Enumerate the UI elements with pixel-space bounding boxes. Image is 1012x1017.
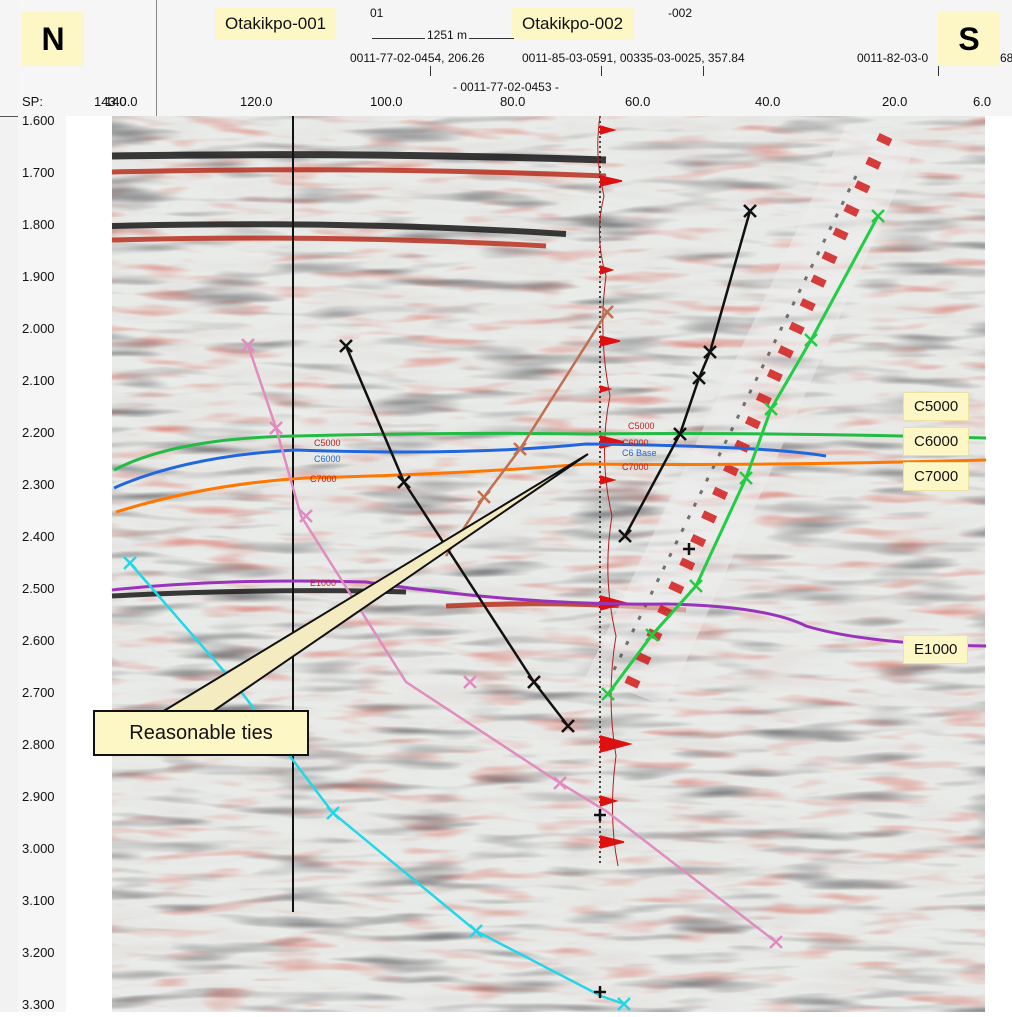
horizon-e1000 (111, 579, 987, 648)
tie-label-d: - 0011-77-02-0453 - (453, 80, 559, 94)
time-axis: 1.600 1.700 1.800 1.900 2.000 2.100 2.20… (18, 113, 67, 1012)
south-indicator: S (938, 12, 1000, 66)
time-tick-label: 2.300 (22, 477, 55, 492)
inline-c6000-label: C6000 (314, 454, 341, 464)
tie-tick (601, 66, 602, 76)
horizon-c5000 (113, 431, 987, 472)
time-tick-label: 3.100 (22, 893, 55, 908)
time-tick-label: 2.900 (22, 789, 55, 804)
header-cut-text-2: -002 (668, 6, 693, 20)
inclined-well-panel (586, 126, 916, 706)
sp-tick-label: 6.0 (973, 94, 992, 109)
tie-label-c: 0011-82-03-0 (857, 51, 929, 65)
seismic-canvas: C5000 C6000 C7000 E1000 C5000 C6000 C6 B… (111, 115, 987, 1012)
sp-tick-label: 120.0 (240, 94, 273, 109)
time-tick-label: 2.100 (22, 373, 55, 388)
black-tie-line-left (344, 345, 569, 727)
time-tick-label: 1.900 (22, 269, 55, 284)
time-tick-label: 1.600 (22, 113, 55, 128)
sp-tick-label: 60.0 (625, 94, 651, 109)
time-tick-label: 2.200 (22, 425, 55, 440)
section-header: N SP: 143.0 140.0 01 -002 Otakikpo-001 O… (0, 0, 1012, 117)
horizon-label-c5000: C5000 (903, 392, 970, 421)
cyan-tie-line (129, 562, 625, 1006)
tie-label-c-end: 68 (1000, 51, 1012, 65)
inline-c5000-label: C5000 (314, 438, 341, 448)
time-tick-label: 2.600 (22, 633, 55, 648)
horizon-label-e1000: E1000 (903, 635, 969, 664)
time-tick-label: 3.000 (22, 841, 55, 856)
horizon-inline-labels: C5000 C6000 C7000 E1000 C5000 C6000 C6 B… (310, 421, 657, 588)
header-cut-text-1: 01 (370, 6, 384, 20)
time-tick-label: 2.500 (22, 581, 55, 596)
inline-c7000-label: C7000 (310, 474, 337, 484)
brown-tie-line (444, 311, 609, 557)
sp-tick-label: 20.0 (882, 94, 908, 109)
sp-second-value: 140.0 (105, 94, 138, 109)
sp-tick-label: 80.0 (500, 94, 526, 109)
time-tick-label: 3.200 (22, 945, 55, 960)
time-tick-label: 2.800 (22, 737, 55, 752)
time-tick-label: 1.700 (22, 165, 55, 180)
tie-tick (703, 66, 704, 76)
well-tag-otakikpo-002[interactable]: Otakikpo-002 (512, 8, 634, 40)
inline-e1000-label: E1000 (310, 578, 336, 588)
time-tick-label: 1.800 (22, 217, 55, 232)
inline-c5000-label: C5000 (628, 421, 655, 431)
reasonable-ties-callout: Reasonable ties (93, 710, 309, 756)
north-indicator: N (22, 12, 84, 66)
well-tag-otakikpo-001[interactable]: Otakikpo-001 (215, 8, 337, 40)
inline-c6-base-label: C6 Base (622, 448, 657, 458)
tie-label-b: 0011-85-03-0591, 00335-03-0025, 357.84 (522, 51, 745, 65)
well-log-trace (597, 115, 633, 867)
sp-first-value: 143.0 (94, 94, 127, 109)
tie-tick (430, 66, 431, 76)
distance-label: 1251 m (425, 28, 470, 42)
header-corner: N SP: 143.0 (18, 0, 157, 116)
time-tick-label: 2.700 (22, 685, 55, 700)
time-tick-label: 2.000 (22, 321, 55, 336)
sp-tick-label: 100.0 (370, 94, 403, 109)
horizon-c6000 (113, 442, 827, 490)
tie-tick (938, 66, 939, 76)
tie-label-a: 0011-77-02-0454, 206.26 (350, 51, 485, 65)
horizon-c7000 (115, 458, 987, 514)
time-tick-label: 2.400 (22, 529, 55, 544)
seismic-section[interactable]: C5000 C6000 C7000 E1000 C5000 C6000 C6 B… (66, 115, 1012, 1012)
sp-tick-label: 40.0 (755, 94, 781, 109)
inline-c7000-label: C7000 (622, 462, 649, 472)
inline-c6000-label: C6000 (622, 438, 649, 448)
time-tick-label: 3.300 (22, 997, 55, 1012)
horizon-label-c6000: C6000 (903, 427, 970, 456)
tie-markers (123, 204, 885, 1011)
sp-axis-label: SP: (22, 94, 43, 109)
horizons (111, 431, 987, 648)
horizon-label-c7000: C7000 (903, 462, 970, 491)
